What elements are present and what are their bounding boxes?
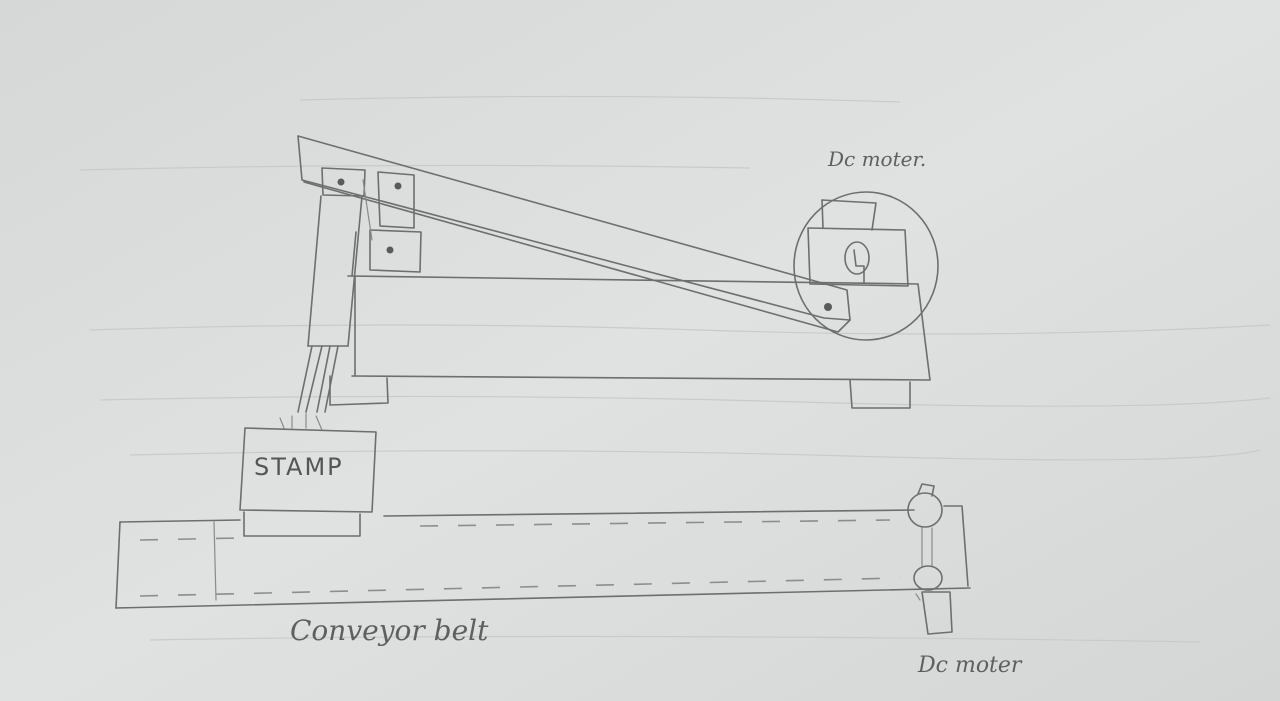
lever-arm — [297, 135, 851, 333]
dc-motor-bottom — [907, 483, 953, 635]
right-foot — [849, 379, 911, 409]
dc-motor-top — [793, 191, 939, 341]
dc-motor-bottom-label: Dc moter — [917, 653, 1023, 678]
conveyor-belt-label: Conveyor belt — [290, 614, 489, 647]
conveyor-belt — [115, 505, 971, 609]
stamp-block — [239, 427, 377, 537]
stamp-label: STAMP — [254, 453, 344, 481]
dc-motor-top-label: Dc moter. — [827, 147, 926, 171]
plunger-rod — [279, 195, 363, 431]
pivot-blocks — [321, 167, 422, 273]
bleed-through-lines — [79, 95, 1271, 643]
